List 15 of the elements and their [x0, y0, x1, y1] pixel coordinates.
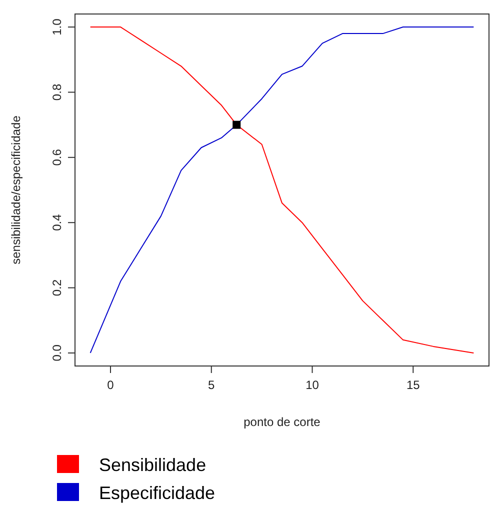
y-tick-label: 0.4: [50, 214, 64, 231]
y-tick-label: 1.0: [50, 18, 64, 36]
line-series: [90, 26, 474, 354]
x-tick-label: 15: [406, 378, 420, 392]
x-axis-title: ponto de corte: [244, 415, 321, 429]
legend-label: Sensibilidade: [99, 455, 206, 475]
y-tick-label: 0.0: [50, 344, 64, 362]
y-tick-label: 0.2: [50, 279, 64, 296]
legend-label: Especificidade: [99, 483, 216, 503]
x-tick-label: 5: [208, 378, 216, 392]
y-tick-label: 0.8: [50, 84, 64, 101]
x-tick-label: 10: [306, 378, 320, 392]
y-tick-label: 0.6: [50, 148, 64, 166]
y-axis-title: sensibilidade/especificidade: [9, 115, 23, 264]
x-tick-label: 0: [107, 378, 114, 392]
